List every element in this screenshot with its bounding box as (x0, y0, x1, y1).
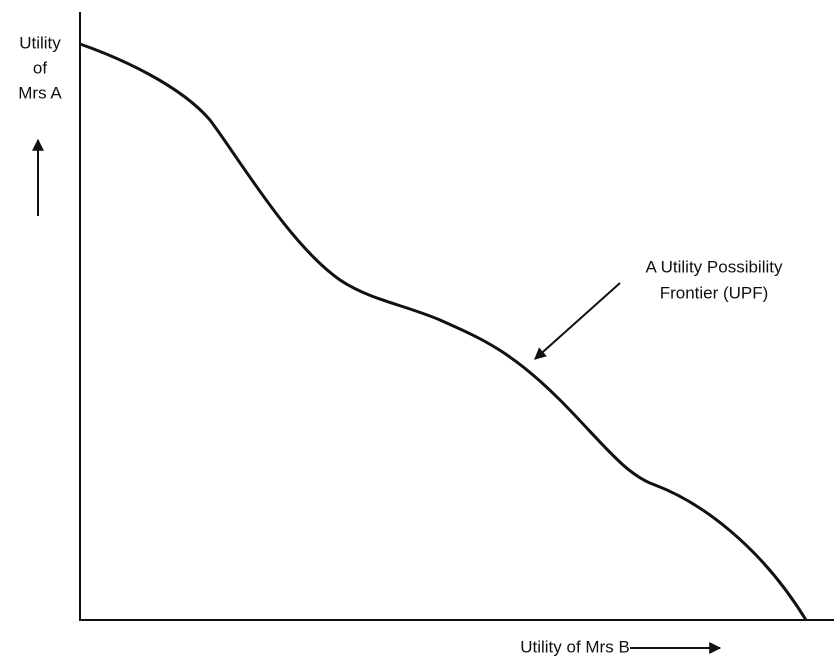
annotation: A Utility Possibility (646, 257, 783, 276)
annotation-arrow (534, 282, 621, 360)
y-axis-label: of (33, 58, 47, 77)
x-axis-label: Utility of Mrs B (520, 637, 630, 656)
upf-curve (79, 42, 808, 621)
y-axis-label: Utility (19, 33, 61, 52)
y-axis-label: Mrs A (18, 83, 62, 102)
annotation: Frontier (UPF) (660, 283, 769, 302)
